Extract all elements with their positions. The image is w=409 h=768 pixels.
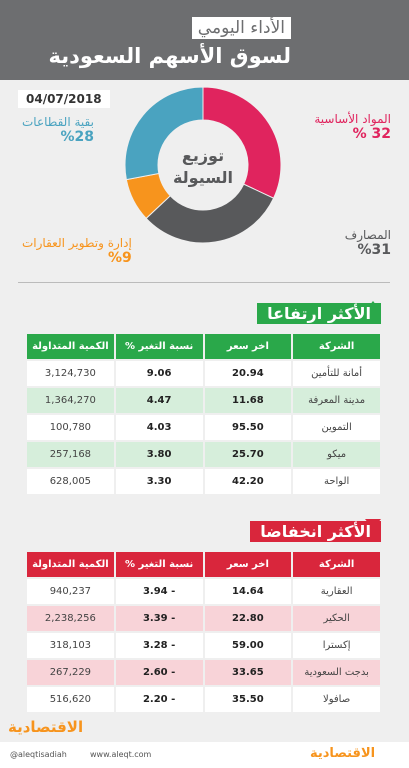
table-cell: 95.50 <box>202 413 294 442</box>
table-cell: بدجت السعودية <box>291 658 382 687</box>
header-row: الشركة اخر سعر نسبة التغير % الكمية المتداو… <box>25 332 382 361</box>
table-row: مدينة المعرفة 11.68 4.47 1,364,270 <box>25 386 382 415</box>
table-row: إكسترا 59.00- 3.28 318,103 <box>25 631 382 660</box>
table-row: صافولا 35.50- 2.20 516,620 <box>25 685 382 714</box>
category-label: إدارة وتطوير العقارات <box>22 236 132 250</box>
table-cell: 1,364,270 <box>25 386 116 415</box>
donut-segment <box>202 86 282 199</box>
table-cell: 100,780 <box>25 413 116 442</box>
footer <box>0 742 409 768</box>
logo: الاقتصادية <box>8 718 84 736</box>
table-cell: 25.70 <box>202 440 294 469</box>
column-header: الشركة <box>291 332 382 361</box>
table-cell: 20.94 <box>202 359 294 388</box>
table-cell: إكسترا <box>291 631 382 660</box>
table-cell: أمانة للتأمين <box>291 359 382 388</box>
category-label: بقية القطاعات <box>22 115 94 129</box>
table-cell: 318,103 <box>25 631 116 660</box>
column-header: الكمية المتداولة <box>25 550 116 579</box>
table-cell: 628,005 <box>25 467 116 496</box>
donut-segment <box>145 183 275 244</box>
value-label: %9 <box>108 250 132 266</box>
legend-label: المصارف %31 <box>345 228 391 258</box>
table-row: العقارية 14.64- 3.94 940,237 <box>25 577 382 606</box>
twitter: @aleqtisadiah <box>10 750 67 759</box>
table-cell: 4.47 <box>113 386 205 415</box>
category-label: المواد الأساسية <box>314 112 391 126</box>
legend-label: المواد الأساسية 32 % <box>314 112 391 142</box>
table-cell: 11.68 <box>202 386 294 415</box>
separator <box>18 282 390 283</box>
footer-logo: الاقتصادية <box>310 746 376 761</box>
table-cell: - 3.94 <box>113 577 205 606</box>
table-row: الواحة 42.20 3.30 628,005 <box>25 467 382 496</box>
chart-title: توزيع السيولة <box>172 146 234 187</box>
donut-chart <box>124 86 282 244</box>
table-row: بدجت السعودية 33.65- 2.60 267,229 <box>25 658 382 687</box>
table-cell: 3,124,730 <box>25 359 116 388</box>
donut-segment <box>124 86 204 181</box>
table-row: ميكو 25.70 3.80 257,168 <box>25 440 382 469</box>
value-label: %28 <box>60 129 94 145</box>
table-cell: - 2.60 <box>113 658 205 687</box>
legend-label: إدارة وتطوير العقارات %9 <box>22 236 132 266</box>
header <box>0 0 409 80</box>
table-cell: 940,237 <box>25 577 116 606</box>
table-cell: 3.30 <box>113 467 205 496</box>
table-cell: - 3.39 <box>113 604 205 633</box>
table-cell: 14.64 <box>202 577 294 606</box>
title: الأداء اليومي <box>191 17 291 39</box>
value-label: %31 <box>357 242 391 258</box>
table-cell: الحكير <box>291 604 382 633</box>
table-cell: - 3.28 <box>113 631 205 660</box>
category-label: المصارف <box>344 228 391 242</box>
value-label: 32 % <box>352 126 391 142</box>
table-cell: 3.80 <box>113 440 205 469</box>
losers-table: الشركة اخر سعر نسبة التغير % الكمية المتداو… <box>25 550 382 714</box>
table-cell: مدينة المعرفة <box>291 386 382 415</box>
website: www.aleqt.com <box>90 750 152 759</box>
column-header: اخر سعر <box>202 550 294 579</box>
column-header: نسبة التغير % <box>113 332 205 361</box>
table-cell: 516,620 <box>25 685 116 714</box>
column-header: الشركة <box>291 550 382 579</box>
table-cell: صافولا <box>291 685 382 714</box>
table-cell: ميكو <box>291 440 382 469</box>
table-cell: 22.80 <box>202 604 294 633</box>
table-cell: 2,238,256 <box>25 604 116 633</box>
table-cell: العقارية <box>291 577 382 606</box>
subtitle: لسوق الأسهم السعودية <box>48 44 291 68</box>
legend-label: بقية القطاعات %28 <box>22 115 94 145</box>
table-cell: 59.00 <box>202 631 294 660</box>
date: 04/07/2018 <box>18 90 110 108</box>
table-cell: 42.20 <box>202 467 294 496</box>
table-cell: - 2.20 <box>113 685 205 714</box>
table-cell: الواحة <box>291 467 382 496</box>
table-cell: 267,229 <box>25 658 116 687</box>
table-cell: 33.65 <box>202 658 294 687</box>
table-row: الحكير 22.80- 3.39 2,238,256 <box>25 604 382 633</box>
table-cell: 35.50 <box>202 685 294 714</box>
gainers-table: الشركة اخر سعر نسبة التغير % الكمية المتداو… <box>25 332 382 496</box>
table-cell: 4.03 <box>113 413 205 442</box>
table-row: أمانة للتأمين 20.94 9.06 3,124,730 <box>25 359 382 388</box>
table-cell: 9.06 <box>113 359 205 388</box>
column-header: اخر سعر <box>202 332 294 361</box>
table-cell: 257,168 <box>25 440 116 469</box>
section-title: الأكثر انخفاضا <box>250 521 381 542</box>
section-title: الأكثر ارتفاعا <box>257 303 381 324</box>
table-row: التموين 95.50 4.03 100,780 <box>25 413 382 442</box>
table-cell: التموين <box>291 413 382 442</box>
column-header: نسبة التغير % <box>113 550 205 579</box>
column-header: الكمية المتداولة <box>25 332 116 361</box>
header-row: الشركة اخر سعر نسبة التغير % الكمية المتداو… <box>25 550 382 579</box>
